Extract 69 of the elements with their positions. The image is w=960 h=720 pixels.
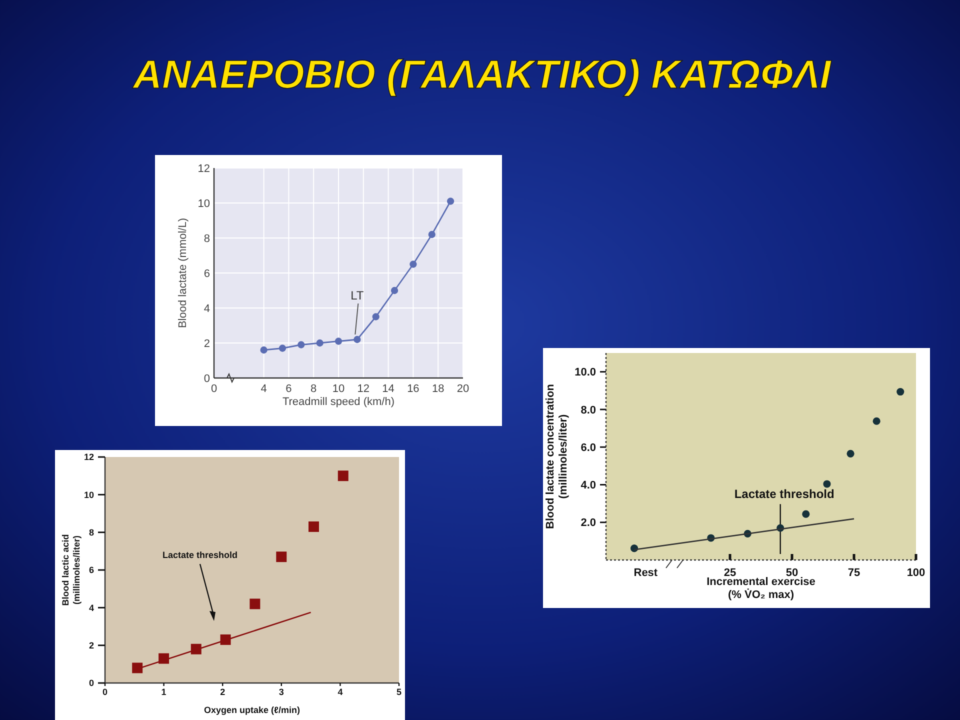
x-tick-label: 75 [848,567,860,579]
point [276,552,287,562]
point [334,338,342,345]
x-tick-label: 6 [286,383,292,395]
point [260,346,268,354]
x-tick-label: 8 [310,383,317,395]
point [896,388,904,396]
x-tick-label: 1 [161,687,166,697]
y-tick-label: 4 [204,302,210,315]
chart-title: ΑΝΑΕΡΟΒΙΟ (ΓΑΛΑΚΤΙΚΟ) ΚΑΤΩΦΛΙ [132,53,832,97]
y-axis-title: Blood lactate concentration (millimoles/liter) [544,384,570,529]
point [446,198,454,205]
x-tick-label: 4 [338,687,343,697]
x-tick-label: 10 [332,383,345,395]
x-axis-title: Treadmill speed (km/h) [282,396,395,408]
y-tick-label: 10 [84,490,94,500]
y-tick-label: 6.0 [580,442,596,454]
y-tick-label: 6 [204,268,210,280]
y-tick-label: 8.0 [580,404,596,416]
point [278,344,286,352]
y-tick-label: 2.0 [580,517,596,530]
point [298,341,305,348]
x-tick-label: 12 [357,383,370,395]
y-tick-label: 0 [88,678,94,688]
x-tick-label: 100 [906,567,926,579]
point [132,662,143,674]
y-tick-label: 0 [204,372,210,385]
x-tick-label: 20 [456,383,470,395]
y-tick-label: 12 [84,452,94,462]
x-axis-title: Oxygen uptake (ℓ/min) [204,705,300,715]
y-axis-title: Blood lactate (mmol/L) [177,218,189,328]
y-axis-title: Blood lactic acid (millimoles/liter) [60,534,82,606]
point [308,521,319,532]
y-tick-label: 10.0 [574,366,596,379]
point [354,336,361,344]
x-tick-label: Rest [634,567,658,579]
point [316,339,324,347]
x-tick-label: 2 [220,687,226,697]
point [338,470,348,482]
x-tick-label: 14 [382,383,394,395]
point [410,260,417,268]
y-tick-label: 2 [204,338,210,350]
x-tick-label: 0 [102,687,108,697]
point [846,450,854,458]
point [390,286,398,294]
x-tick-label: 50 [786,567,798,579]
y-tick-label: 4.0 [580,480,596,492]
point [428,230,436,238]
x-tick-label: 5 [396,687,402,697]
x-tick-label: 4 [260,383,267,395]
point [250,598,260,610]
y-tick-label: 2 [88,640,94,650]
annotation: LT [350,288,364,302]
x-tick-label: 25 [724,567,736,579]
ref-line-label: Lactate threshold [734,487,834,502]
x-axis-title: Incremental exercise (% V̇O₂ max) [706,576,816,602]
point [802,510,810,518]
point [372,313,380,320]
y-tick-label: 12 [198,162,210,175]
y-tick-label: 8 [204,232,210,245]
x-tick-label: 16 [407,383,420,395]
point [872,417,880,425]
x-tick-label: 18 [432,383,444,395]
y-tick-label: 4 [88,602,94,613]
x-tick-label: 3 [278,687,284,697]
point [823,480,831,488]
y-tick-label: 10 [198,198,210,210]
annotation: Lactate threshold [162,550,238,560]
y-tick-label: 8 [88,527,94,538]
